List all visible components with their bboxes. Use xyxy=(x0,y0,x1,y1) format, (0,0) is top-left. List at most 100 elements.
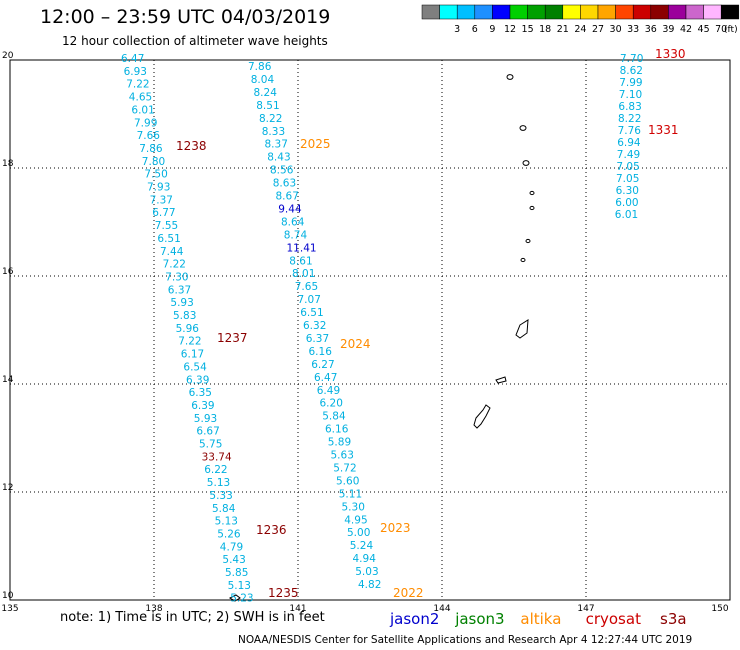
island-outline xyxy=(529,190,535,196)
wave-height-value: 7.30 xyxy=(165,271,188,283)
wave-height-value: 4.79 xyxy=(220,541,243,553)
wave-height-value: 8.22 xyxy=(618,113,641,125)
wave-height-value: 8.61 xyxy=(289,255,312,267)
wave-height-value: 11.41 xyxy=(287,242,317,254)
wave-height-value: 5.30 xyxy=(342,501,365,513)
wave-height-value: 7.65 xyxy=(295,281,318,293)
lat-label: 14 xyxy=(2,375,14,385)
wave-height-value: 6.22 xyxy=(204,464,227,476)
wave-height-value: 8.56 xyxy=(270,165,294,177)
wave-height-value: 6.51 xyxy=(157,233,180,245)
lat-label: 20 xyxy=(2,51,14,61)
credit-line: NOAA/NESDIS Center for Satellite Applica… xyxy=(238,634,693,646)
guam-outline xyxy=(473,404,491,429)
wave-height-value: 7.22 xyxy=(163,259,186,271)
wave-height-value: 6.00 xyxy=(615,197,638,209)
legend-tick-label: 9 xyxy=(489,24,495,35)
wave-height-value: 8.62 xyxy=(620,65,643,77)
lat-label: 10 xyxy=(2,591,14,601)
wave-height-value: 6.01 xyxy=(131,104,154,116)
island-outline xyxy=(228,594,241,602)
wave-height-value: 5.43 xyxy=(222,554,245,566)
wave-height-value: 7.99 xyxy=(619,77,642,89)
wave-height-value: 33.74 xyxy=(202,451,232,463)
lat-label: 18 xyxy=(2,159,14,169)
wave-height-value: 7.05 xyxy=(616,161,639,173)
wave-height-value: 6.47 xyxy=(314,372,337,384)
legend-tick-label: 18 xyxy=(539,24,551,35)
island-outline xyxy=(515,319,529,339)
wave-height-value: 9.44 xyxy=(278,203,302,215)
wave-height-value: 6.67 xyxy=(196,426,219,438)
island-outline xyxy=(519,125,527,131)
wave-height-value: 5.63 xyxy=(331,450,354,462)
wave-height-value: 8.37 xyxy=(265,139,288,151)
wave-height-value: 8.64 xyxy=(281,216,305,228)
wave-height-value: 6.37 xyxy=(168,284,191,296)
track-id-label: 1235 xyxy=(268,586,299,600)
legend-tick-label: 12 xyxy=(504,24,516,35)
track-id-label: 2025 xyxy=(300,137,331,151)
lon-label: 147 xyxy=(577,604,594,614)
track-id-label: 1331 xyxy=(648,123,679,137)
wave-height-value: 8.04 xyxy=(251,74,275,86)
legend-tick-label: 33 xyxy=(627,24,639,35)
wave-height-value: 6.01 xyxy=(615,209,638,221)
footer-note-row: note: 1) Time is in UTC; 2) SWH is in fe… xyxy=(60,610,325,625)
wave-height-value: 6.37 xyxy=(306,333,329,345)
wave-height-value: 6.16 xyxy=(325,424,349,436)
wave-height-value: 7.22 xyxy=(126,79,149,91)
lon-label: 138 xyxy=(145,604,162,614)
wave-height-value: 7.99 xyxy=(134,117,157,129)
legend-swatch xyxy=(720,4,740,20)
track-id-label: 1237 xyxy=(217,331,248,345)
wave-height-value: 5.83 xyxy=(173,310,196,322)
track-id-label: 2022 xyxy=(393,586,424,600)
legend-tick-label: 30 xyxy=(610,24,622,35)
wave-height-value: 8.43 xyxy=(267,152,290,164)
legend-tick-label: 39 xyxy=(662,24,674,35)
track-id-label: 2023 xyxy=(380,521,411,535)
island-outline xyxy=(529,205,535,211)
map-subtitle: 12 hour collection of altimeter wave hei… xyxy=(62,34,328,48)
island-outline xyxy=(520,257,526,263)
track-id-label: 1238 xyxy=(176,139,207,153)
wave-height-value: 6.27 xyxy=(311,359,334,371)
wave-height-value: 7.05 xyxy=(616,173,639,185)
wave-height-value: 6.83 xyxy=(618,101,641,113)
wave-height-value: 5.60 xyxy=(336,475,359,487)
wave-height-value: 6.39 xyxy=(186,374,209,386)
island-outline xyxy=(525,238,531,244)
track-id-label: 1330 xyxy=(655,47,686,61)
wave-height-value: 5.11 xyxy=(339,488,362,500)
wave-height-value: 5.93 xyxy=(194,413,217,425)
wave-height-value: 7.55 xyxy=(155,220,178,232)
legend-tick-label: 15 xyxy=(522,24,534,35)
wave-height-value: 5.03 xyxy=(355,566,378,578)
wave-height-value: 6.32 xyxy=(303,320,326,332)
wave-height-value: 8.74 xyxy=(284,229,308,241)
wave-height-value: 5.33 xyxy=(209,490,232,502)
wave-height-value: 8.67 xyxy=(276,191,299,203)
color-legend: 3 6 9 12 15 18 21 24 27 30 33 36 39 42 45 70(ft) xyxy=(421,4,740,35)
wave-height-value: 7.44 xyxy=(160,246,184,258)
wave-height-value: 6.93 xyxy=(124,66,147,78)
wave-height-value: 8.33 xyxy=(262,126,285,138)
legend-unit: (ft) xyxy=(724,25,738,35)
wave-height-value: 5.23 xyxy=(230,593,253,605)
legend-tick-label: 3 xyxy=(454,24,460,35)
wave-height-value: 6.30 xyxy=(616,185,639,197)
wave-height-value: 6.35 xyxy=(189,387,212,399)
island-outline xyxy=(506,74,514,80)
lon-label: 135 xyxy=(1,604,18,614)
wave-height-value: 7.66 xyxy=(137,130,161,142)
wave-height-value: 6.54 xyxy=(183,361,207,373)
legend-tick-label: 27 xyxy=(592,24,604,35)
wave-height-value: 7.10 xyxy=(619,89,642,101)
wave-height-value: 8.63 xyxy=(273,178,296,190)
legend-tick-label: 70 xyxy=(715,24,727,35)
wave-height-value: 6.17 xyxy=(181,349,204,361)
lat-label: 16 xyxy=(2,267,14,277)
wave-height-value: 6.16 xyxy=(309,346,333,358)
